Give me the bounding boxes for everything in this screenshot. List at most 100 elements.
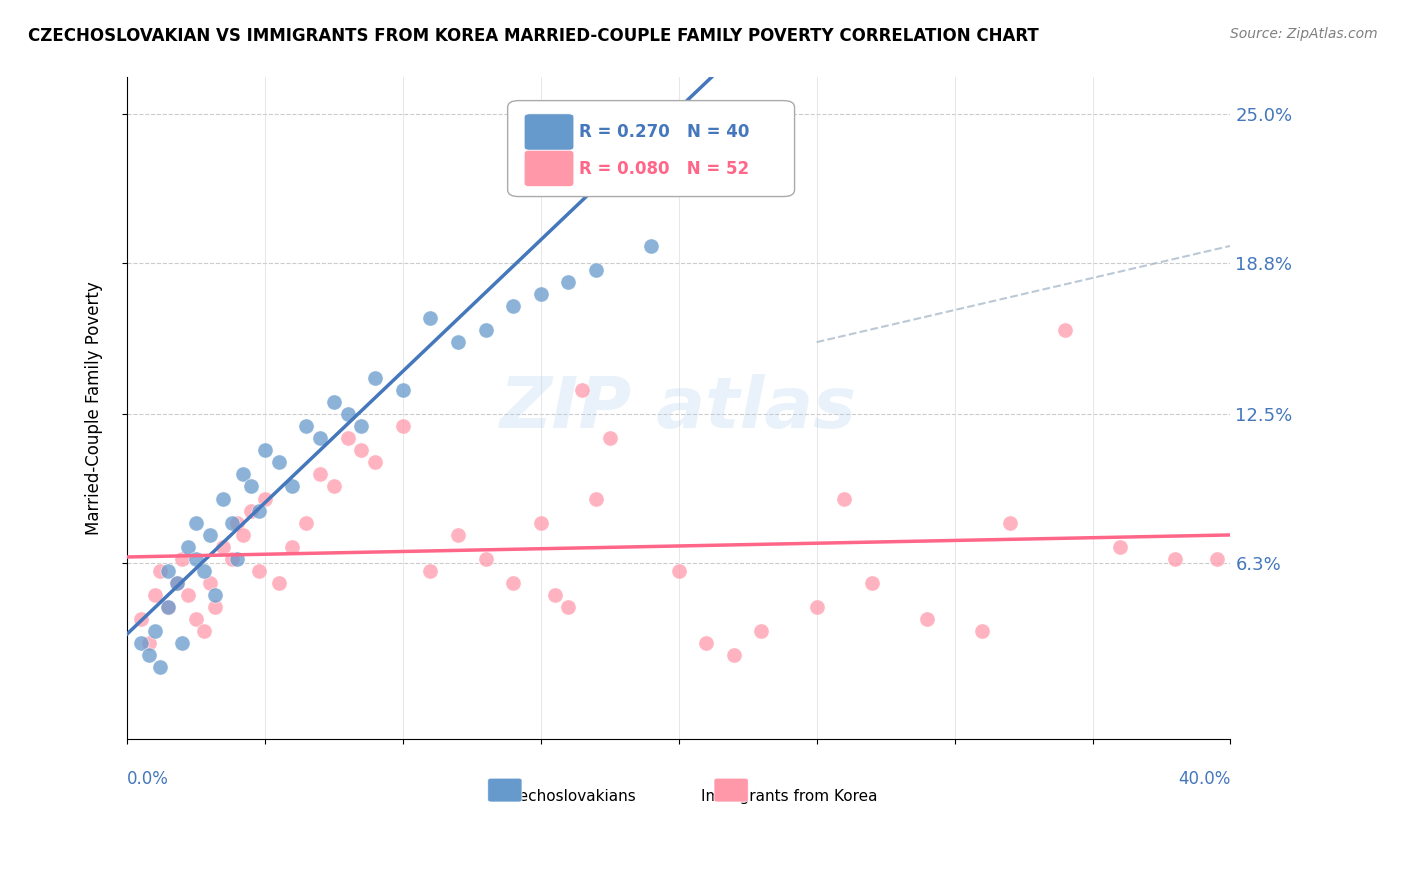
Point [1109,540,1132,554]
Point [751,624,773,638]
Point [336,431,359,445]
FancyBboxPatch shape [714,778,748,802]
Point [350,443,373,458]
Point [157,599,180,614]
Point [1205,551,1227,566]
Point [226,516,249,530]
Point [599,22,621,37]
Point [557,599,579,614]
Point [143,588,166,602]
Point [267,455,290,469]
Point [309,467,332,482]
Point [474,323,496,337]
Point [972,624,994,638]
Point [204,588,226,602]
Text: Czechoslovakians: Czechoslovakians [501,789,636,804]
Point [166,575,188,590]
Point [212,540,235,554]
Point [212,491,235,506]
Point [915,612,938,626]
Point [322,479,344,493]
Point [295,516,318,530]
Point [391,383,413,397]
Point [193,564,215,578]
Text: Immigrants from Korea: Immigrants from Korea [700,789,877,804]
Point [267,575,290,590]
Point [157,599,180,614]
Point [295,419,318,434]
Point [502,575,524,590]
Point [232,467,254,482]
Text: Source: ZipAtlas.com: Source: ZipAtlas.com [1230,27,1378,41]
Point [232,527,254,541]
Point [176,588,198,602]
Point [143,624,166,638]
Point [1164,551,1187,566]
Point [240,503,263,517]
Point [226,551,249,566]
Text: CZECHOSLOVAKIAN VS IMMIGRANTS FROM KOREA MARRIED-COUPLE FAMILY POVERTY CORRELATI: CZECHOSLOVAKIAN VS IMMIGRANTS FROM KOREA… [28,27,1039,45]
Point [832,491,855,506]
Point [502,299,524,313]
Point [350,419,373,434]
Point [240,479,263,493]
Point [166,575,188,590]
Point [172,551,194,566]
Point [530,287,553,301]
Point [695,636,717,650]
Point [157,564,180,578]
Point [599,431,621,445]
Point [585,263,607,277]
Point [138,636,160,650]
Point [129,636,152,650]
Point [557,275,579,289]
Point [447,527,470,541]
Point [723,648,745,662]
Point [281,540,304,554]
Point [391,419,413,434]
Point [860,575,883,590]
Point [204,599,226,614]
FancyBboxPatch shape [524,114,574,150]
Point [221,516,243,530]
Point [336,407,359,421]
Point [149,660,172,674]
Point [571,383,593,397]
Point [806,599,828,614]
Point [322,395,344,409]
Point [543,588,565,602]
Point [129,612,152,626]
Point [198,575,221,590]
Point [309,431,332,445]
Point [998,516,1021,530]
Point [474,551,496,566]
Point [419,564,441,578]
Point [668,564,690,578]
Point [198,527,221,541]
Point [138,648,160,662]
Text: 0.0%: 0.0% [127,770,169,788]
Point [176,540,198,554]
Point [184,612,207,626]
Point [184,551,207,566]
Point [221,551,243,566]
Point [530,516,553,530]
FancyBboxPatch shape [488,778,522,802]
Point [419,311,441,326]
Point [364,371,387,385]
Point [172,636,194,650]
Text: 40.0%: 40.0% [1178,770,1230,788]
Point [1053,323,1076,337]
Point [585,491,607,506]
Y-axis label: Married-Couple Family Poverty: Married-Couple Family Poverty [86,281,103,535]
Point [193,624,215,638]
Point [247,503,270,517]
Text: R = 0.080   N = 52: R = 0.080 N = 52 [579,160,749,178]
Point [447,335,470,350]
Point [640,239,662,253]
Point [253,491,276,506]
Point [247,564,270,578]
FancyBboxPatch shape [508,101,794,196]
Point [281,479,304,493]
Point [184,516,207,530]
